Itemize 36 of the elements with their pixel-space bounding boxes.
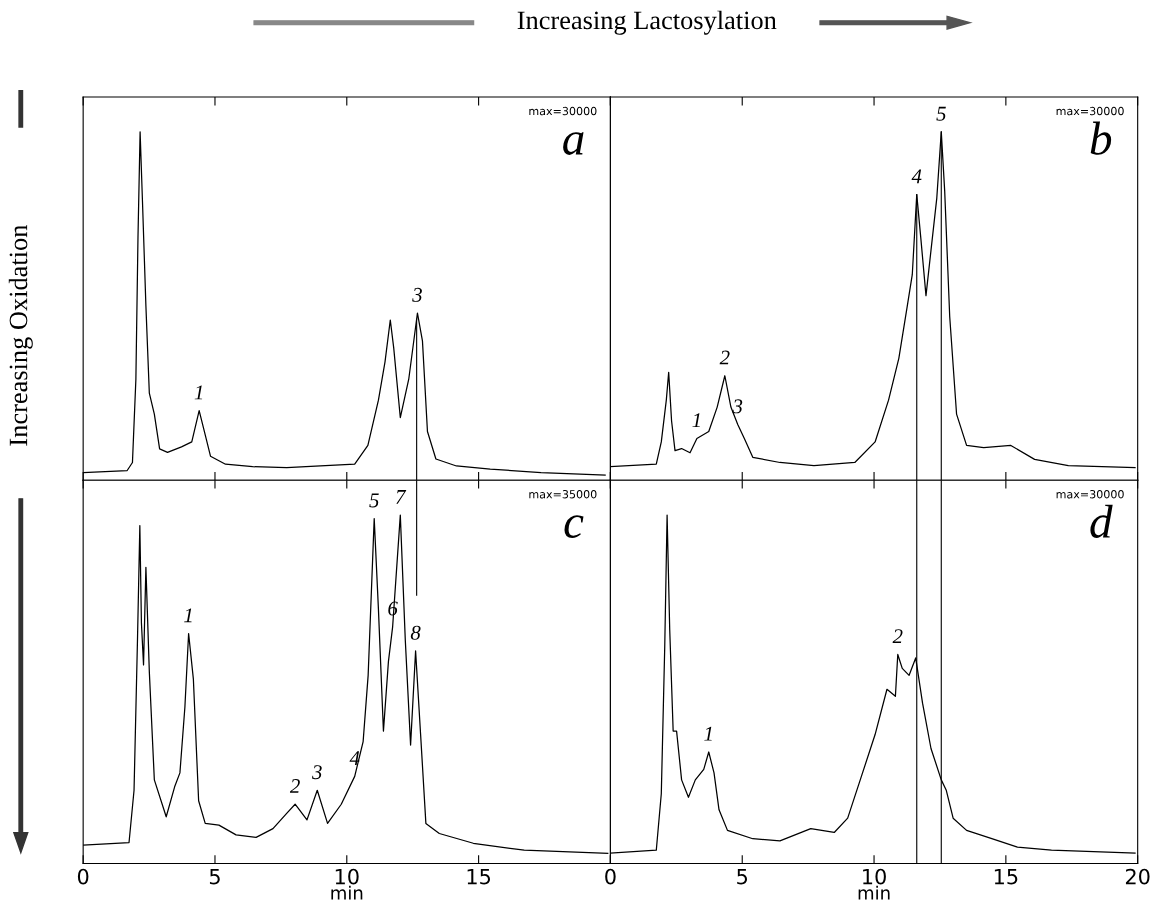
text: max=30000 <box>529 106 597 116</box>
annotation: 5 <box>936 106 946 121</box>
x-tick-label: 0 <box>77 868 89 885</box>
annotation: 3 <box>732 399 743 414</box>
x-axis-title: min <box>858 885 890 900</box>
annotation: 2 <box>719 350 730 365</box>
annotation: b <box>1090 121 1112 155</box>
text: Increasing Lactosylation <box>517 10 777 35</box>
annotation: a <box>563 132 584 155</box>
annotation: 1 <box>184 608 192 623</box>
x-tick-label: 5 <box>737 868 748 885</box>
text: max=35000 <box>529 490 597 499</box>
x-tick-label: 5 <box>209 868 220 885</box>
annotation: 1 <box>692 413 700 428</box>
x-tick-label: 15 <box>467 868 491 885</box>
annotation: 7 <box>396 490 407 504</box>
x-tick-label: 10 <box>335 868 359 885</box>
annotation: 2 <box>289 779 300 793</box>
annotation: 3 <box>412 287 422 302</box>
x-axis-title: min <box>331 885 363 900</box>
annotation: 1 <box>194 385 203 400</box>
annotation: 5 <box>369 493 379 508</box>
x-tick-label: 20 <box>1125 868 1150 885</box>
annotation: c <box>564 515 584 539</box>
annotation: 8 <box>410 625 421 640</box>
x-tick-label: 10 <box>863 868 886 885</box>
annotation: 4 <box>911 169 922 184</box>
annotation: 3 <box>312 765 322 780</box>
text: max=30000 <box>1056 106 1124 116</box>
text: Increasing Oxidation <box>8 224 33 446</box>
text: max=30000 <box>1056 490 1124 499</box>
x-tick-label: 0 <box>605 868 616 885</box>
annotation: 1 <box>704 726 712 741</box>
annotation: 2 <box>892 629 903 644</box>
x-tick-label: 15 <box>994 868 1018 885</box>
annotation: d <box>1090 504 1113 539</box>
